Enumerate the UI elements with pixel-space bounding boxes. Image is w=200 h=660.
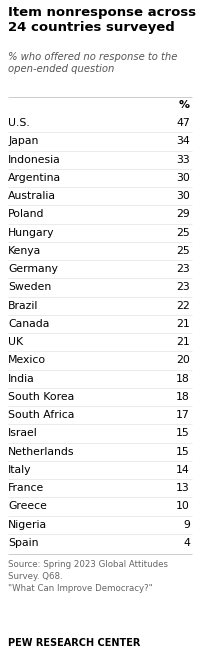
Text: 10: 10	[176, 502, 190, 512]
Text: Item nonresponse across
24 countries surveyed: Item nonresponse across 24 countries sur…	[8, 6, 196, 34]
Text: Germany: Germany	[8, 264, 58, 274]
Text: 17: 17	[176, 410, 190, 420]
Text: 22: 22	[176, 300, 190, 311]
Text: Argentina: Argentina	[8, 173, 61, 183]
Text: 4: 4	[183, 538, 190, 548]
Text: Canada: Canada	[8, 319, 49, 329]
Text: UK: UK	[8, 337, 23, 347]
Text: 18: 18	[176, 374, 190, 383]
Text: Sweden: Sweden	[8, 282, 51, 292]
Text: Kenya: Kenya	[8, 246, 41, 256]
Text: Mexico: Mexico	[8, 355, 46, 366]
Text: 25: 25	[176, 246, 190, 256]
Text: Nigeria: Nigeria	[8, 519, 47, 529]
Text: 33: 33	[176, 154, 190, 164]
Text: 18: 18	[176, 392, 190, 402]
Text: Source: Spring 2023 Global Attitudes
Survey. Q68.
"What Can Improve Democracy?": Source: Spring 2023 Global Attitudes Sur…	[8, 560, 168, 593]
Text: 15: 15	[176, 428, 190, 438]
Text: U.S.: U.S.	[8, 118, 30, 128]
Text: Hungary: Hungary	[8, 228, 54, 238]
Text: Poland: Poland	[8, 209, 44, 219]
Text: Netherlands: Netherlands	[8, 447, 74, 457]
Text: 21: 21	[176, 337, 190, 347]
Text: Greece: Greece	[8, 502, 47, 512]
Text: 23: 23	[176, 282, 190, 292]
Text: India: India	[8, 374, 35, 383]
Text: 29: 29	[176, 209, 190, 219]
Text: 13: 13	[176, 483, 190, 493]
Text: France: France	[8, 483, 44, 493]
Text: Israel: Israel	[8, 428, 38, 438]
Text: Japan: Japan	[8, 137, 38, 147]
Text: South Africa: South Africa	[8, 410, 74, 420]
Text: 25: 25	[176, 228, 190, 238]
Text: 15: 15	[176, 447, 190, 457]
Text: Indonesia: Indonesia	[8, 154, 61, 164]
Text: 20: 20	[176, 355, 190, 366]
Text: Brazil: Brazil	[8, 300, 38, 311]
Text: 34: 34	[176, 137, 190, 147]
Text: Italy: Italy	[8, 465, 32, 475]
Text: 9: 9	[183, 519, 190, 529]
Text: 14: 14	[176, 465, 190, 475]
Text: South Korea: South Korea	[8, 392, 74, 402]
Text: % who offered no response to the
open-ended question: % who offered no response to the open-en…	[8, 52, 177, 75]
Text: 21: 21	[176, 319, 190, 329]
Text: %: %	[179, 100, 190, 110]
Text: Australia: Australia	[8, 191, 56, 201]
Text: 47: 47	[176, 118, 190, 128]
Text: Spain: Spain	[8, 538, 38, 548]
Text: 30: 30	[176, 191, 190, 201]
Text: PEW RESEARCH CENTER: PEW RESEARCH CENTER	[8, 638, 140, 648]
Text: 30: 30	[176, 173, 190, 183]
Text: 23: 23	[176, 264, 190, 274]
